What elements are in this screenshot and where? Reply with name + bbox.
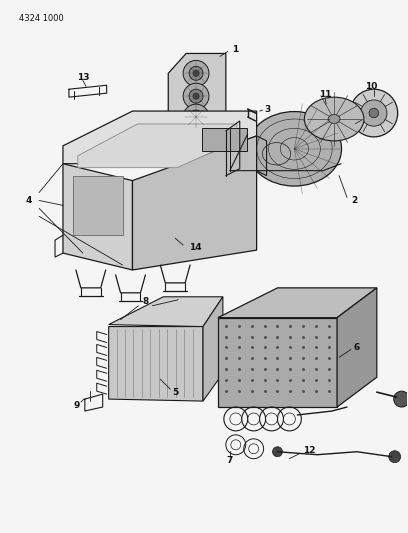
Polygon shape [109,297,223,327]
Polygon shape [63,164,133,270]
Polygon shape [202,128,247,151]
Ellipse shape [304,97,364,141]
Polygon shape [73,175,122,235]
Text: 9: 9 [74,401,80,409]
Circle shape [189,89,203,103]
Circle shape [189,67,203,80]
Text: 12: 12 [303,446,315,455]
Polygon shape [228,126,238,173]
Polygon shape [133,136,257,270]
Text: 13: 13 [77,73,89,82]
Ellipse shape [247,111,341,186]
Circle shape [193,114,199,120]
Circle shape [183,83,209,109]
Circle shape [273,447,282,457]
Polygon shape [203,297,223,401]
Text: 4: 4 [26,196,32,205]
Polygon shape [78,124,237,168]
Polygon shape [168,53,226,131]
Circle shape [361,100,387,126]
Text: 7: 7 [226,456,233,465]
Text: 11: 11 [319,90,331,99]
Ellipse shape [328,115,340,124]
Circle shape [189,110,203,124]
Polygon shape [109,327,203,401]
Circle shape [350,89,398,137]
Circle shape [193,70,199,76]
Text: 10: 10 [365,82,377,91]
Text: 6: 6 [354,343,360,352]
Circle shape [369,108,379,118]
Text: 3: 3 [264,104,271,114]
Polygon shape [337,288,377,407]
Circle shape [183,60,209,86]
Circle shape [183,104,209,130]
Circle shape [394,391,408,407]
Text: 8: 8 [142,297,149,306]
Text: 4324 1000: 4324 1000 [19,14,64,23]
Text: 2: 2 [351,196,357,205]
Text: 5: 5 [172,387,178,397]
Circle shape [389,451,401,463]
Polygon shape [63,111,257,164]
Circle shape [193,93,199,99]
Text: 14: 14 [189,243,202,252]
Text: 1: 1 [232,45,238,54]
Polygon shape [218,288,377,318]
Polygon shape [218,318,337,407]
